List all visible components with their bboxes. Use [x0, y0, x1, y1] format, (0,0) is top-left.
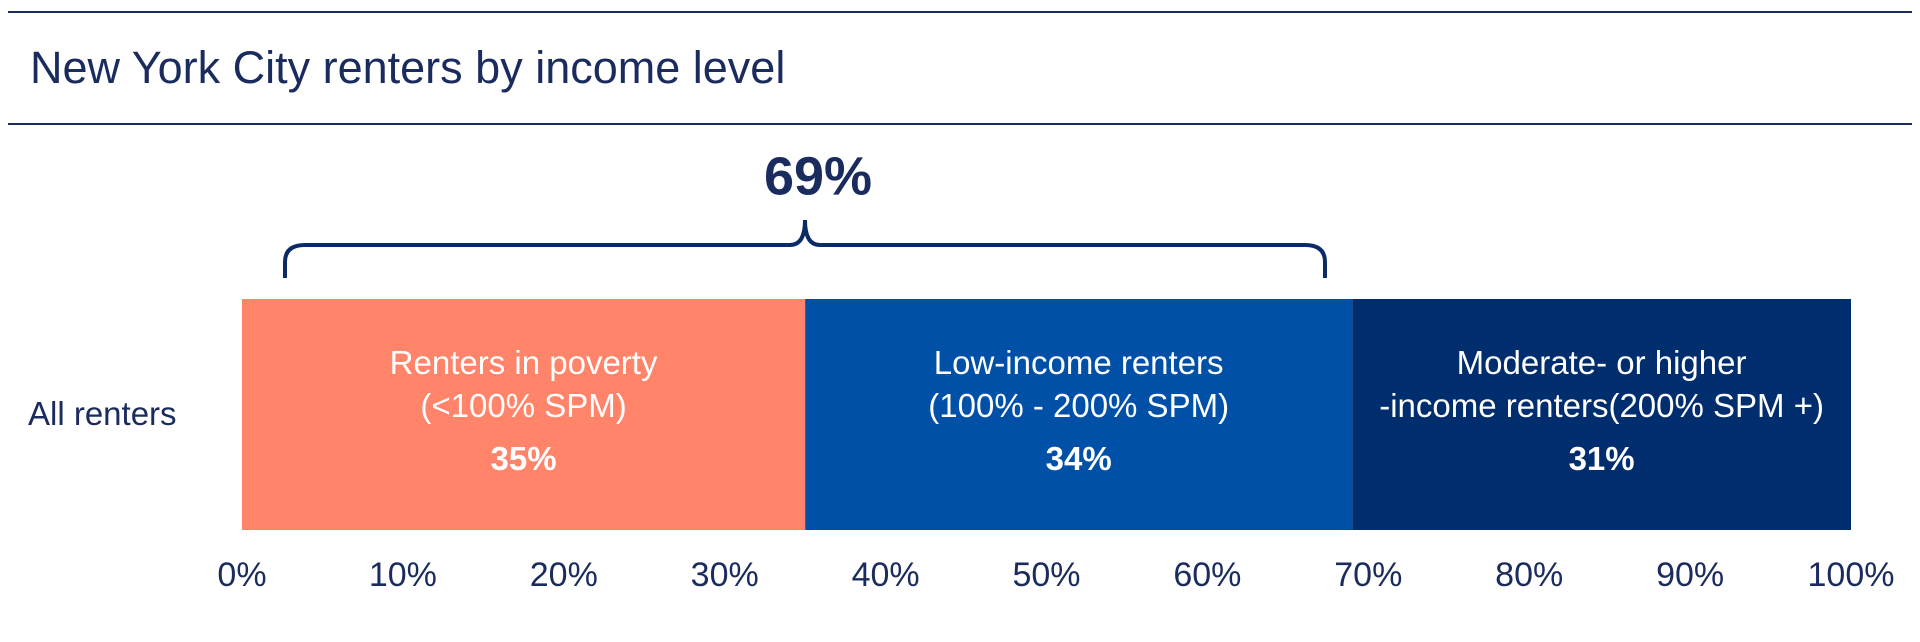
series-name: Moderate- or higher -income renters(200%…	[1379, 344, 1824, 424]
segment-label: Low-income renters (100% - 200% SPM) 34%	[805, 341, 1352, 480]
value-label: 31%	[1568, 440, 1635, 477]
y-tick-label: All renters	[28, 395, 177, 432]
bar-segment	[1352, 299, 1851, 530]
chart-title: New York City renters by income level	[30, 42, 785, 93]
x-tick-label: 0%	[217, 556, 266, 594]
value-label: 34%	[1045, 440, 1112, 477]
x-tick-label: 50%	[1012, 556, 1080, 594]
annotation: 69%	[764, 146, 872, 206]
x-tick-label: 80%	[1495, 556, 1563, 594]
x-tick-label: 40%	[852, 556, 920, 594]
x-tick-label: 90%	[1656, 556, 1724, 594]
x-tick-label: 10%	[369, 556, 437, 594]
series-name: Low-income renters (100% - 200% SPM)	[928, 344, 1230, 424]
bar-segment	[805, 299, 1353, 530]
segment-label: Moderate- or higher -income renters(200%…	[1352, 341, 1851, 480]
bar-segment	[242, 299, 806, 530]
x-tick-label: 20%	[530, 556, 598, 594]
x-tick-label: 70%	[1334, 556, 1402, 594]
series-name: Renters in poverty (<100% SPM)	[389, 344, 658, 424]
segment-label: Renters in poverty (<100% SPM) 35%	[242, 341, 805, 480]
x-tick-label: 100%	[1808, 556, 1895, 594]
x-tick-label: 30%	[691, 556, 759, 594]
x-tick-label: 60%	[1173, 556, 1241, 594]
brace	[283, 219, 1327, 278]
value-label: 35%	[490, 440, 557, 477]
